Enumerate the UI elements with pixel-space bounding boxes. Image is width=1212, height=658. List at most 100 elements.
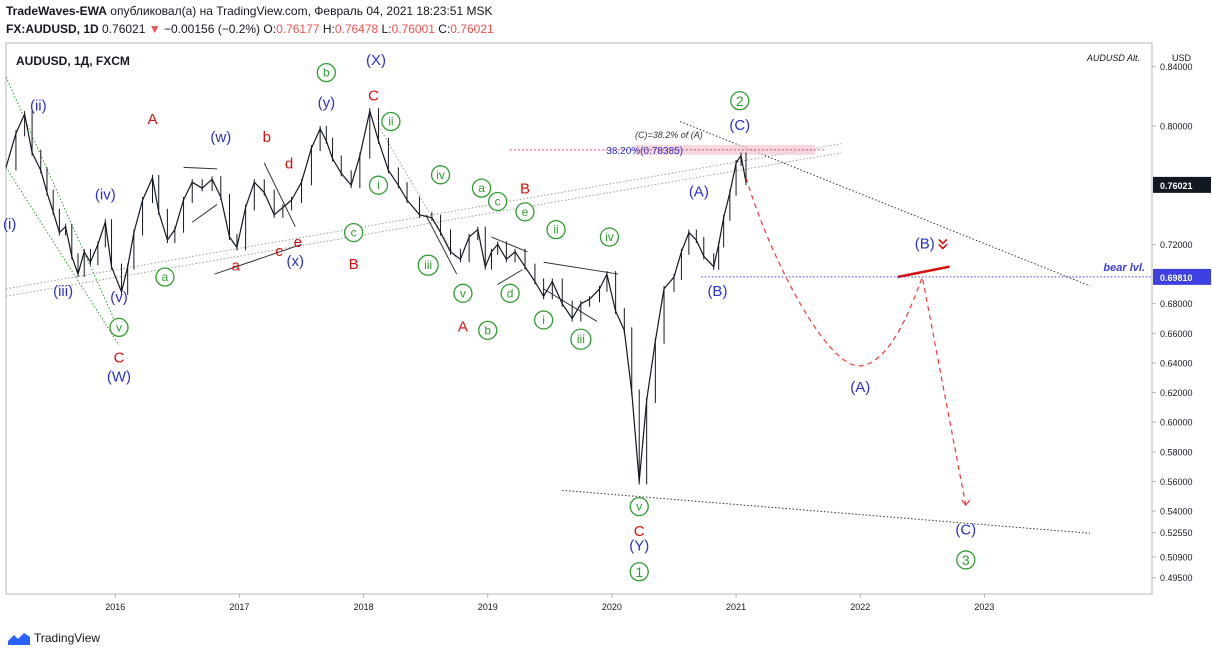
wave-label: iii xyxy=(424,258,432,272)
close-label: C: xyxy=(438,22,451,36)
y-tick-label: 0.62000 xyxy=(1160,388,1193,398)
x-tick-label: 2019 xyxy=(478,602,498,612)
wave-label-circle xyxy=(368,175,389,195)
wave-label: (Y) xyxy=(629,538,649,555)
wave-label-circle xyxy=(546,219,566,240)
last-price-label: 0.76021 xyxy=(1160,181,1193,191)
high-label: H: xyxy=(322,22,335,36)
down-arrow-icon: ▼ xyxy=(148,22,161,36)
y-tick-label: 0.66000 xyxy=(1160,329,1193,339)
trend-lines xyxy=(5,76,1091,534)
low-label: L: xyxy=(381,22,392,36)
wave-label: v xyxy=(116,320,122,334)
wave-label-circle xyxy=(109,317,129,338)
wave-label-circle xyxy=(515,202,535,222)
x-tick-label: 2021 xyxy=(726,602,746,612)
trend-line-9 xyxy=(191,204,218,223)
wave-label-circle xyxy=(478,320,498,340)
x-tick-label: 2018 xyxy=(354,602,374,612)
y-tick-label: 0.68000 xyxy=(1160,299,1193,309)
y-tick-label: 0.60000 xyxy=(1160,418,1193,428)
wave-label: C xyxy=(368,87,379,104)
wave-label: b xyxy=(484,323,491,337)
y-tick-label: 0.64000 xyxy=(1160,358,1193,368)
level-price-label: 0.69810 xyxy=(1160,273,1193,283)
wave-label-circle xyxy=(381,111,401,132)
trend-line-8 xyxy=(183,166,218,170)
fib-note: (C)=38.2% of (A) xyxy=(635,130,703,140)
forecast-arrow-icon xyxy=(961,499,971,507)
wave-label: ii xyxy=(553,223,558,237)
y-tick-label: 0.50900 xyxy=(1160,552,1193,562)
high-value: 0.76478 xyxy=(334,22,379,36)
y-axis[interactable]: 0.840000.800000.760000.720000.680000.660… xyxy=(1152,62,1211,583)
y-tick-label: 0.56000 xyxy=(1160,477,1193,487)
low-value: 0.76001 xyxy=(391,22,435,36)
author-name[interactable]: TradeWaves-EWA xyxy=(6,4,107,18)
wave-label: c xyxy=(351,226,357,240)
wave-label-circle xyxy=(343,222,364,243)
wave-label-circle xyxy=(500,283,520,303)
wave-label: iv xyxy=(605,230,614,244)
trend-line-12 xyxy=(491,236,528,253)
brand-name: TradingView xyxy=(34,631,101,645)
wave-label-circle xyxy=(488,191,508,212)
trend-line-6 xyxy=(378,125,458,260)
y-tick-label: 0.72000 xyxy=(1160,240,1193,250)
wave-label: A xyxy=(458,318,468,335)
wave-label: (X) xyxy=(366,52,386,69)
wave-label: (w) xyxy=(210,129,231,146)
wave-label: B xyxy=(520,181,530,198)
wave-label: ii xyxy=(388,115,393,129)
wave-label: B xyxy=(349,256,359,273)
x-axis[interactable]: 2016 2017 2018 2019 2020 2021 2022 2023 xyxy=(105,594,994,612)
wave-label: a xyxy=(162,270,169,284)
wave-label: iii xyxy=(577,332,585,346)
wave-label: 2 xyxy=(736,93,744,109)
wave-label: i xyxy=(542,313,545,327)
wave-label: a xyxy=(478,181,485,195)
wave-label: (W) xyxy=(107,369,131,386)
wave-label-circle xyxy=(316,62,336,83)
fib-zone-box xyxy=(634,144,815,155)
wave-label: C xyxy=(634,523,645,540)
wave-label-circle xyxy=(570,328,592,350)
y-tick-label: 0.58000 xyxy=(1160,447,1193,457)
trend-line-2 xyxy=(5,152,842,297)
wave-label-circle xyxy=(155,267,175,287)
wave-label: d xyxy=(285,155,293,172)
y-tick-label: 0.52550 xyxy=(1160,528,1193,538)
wave-label-circle xyxy=(599,227,620,247)
wave-label: C xyxy=(114,349,125,366)
wave-label: (v) xyxy=(110,289,128,306)
bear-level-label: bear lvl. xyxy=(1103,262,1145,274)
level-badge xyxy=(1153,268,1211,285)
wave-label: (C) xyxy=(955,521,976,538)
y-tick-label: 0.54000 xyxy=(1160,507,1193,517)
wave-label: (x) xyxy=(287,253,305,270)
x-tick-label: 2020 xyxy=(602,602,622,612)
wave-label: (iv) xyxy=(95,187,116,204)
wave-label: 3 xyxy=(962,552,970,568)
fib-zone: 38.20%(0.78385) (C)=38.2% of (A) bear lvl. xyxy=(509,130,1152,278)
wave-label-circle xyxy=(956,550,976,570)
wave-label: (i) xyxy=(3,216,16,233)
wave-label: (B) xyxy=(915,235,935,252)
wave-label: i xyxy=(377,178,380,192)
wave-label: c xyxy=(275,243,283,260)
tradingview-logo[interactable]: TradingView xyxy=(8,631,100,645)
wave-labels: (ii)(i)(iii)(iv)(v)vC(W)Aa(w)abcde(x)b(y… xyxy=(3,52,976,582)
wave-label-circle xyxy=(629,562,649,582)
plot-frame xyxy=(5,42,1153,595)
wave-label: iv xyxy=(436,168,445,182)
trend-line-1 xyxy=(5,167,120,346)
y-tick-label: 0.49500 xyxy=(1160,573,1193,583)
wave-label: (A) xyxy=(689,184,709,201)
chart-title: AUDUSD, 1Д, FXCM xyxy=(16,54,130,68)
wave-label-circle xyxy=(629,496,649,517)
wave-label-circle xyxy=(430,165,451,185)
x-tick-label: 2022 xyxy=(850,602,870,612)
wave-label: 1 xyxy=(635,564,643,580)
forecast-line xyxy=(745,177,967,506)
